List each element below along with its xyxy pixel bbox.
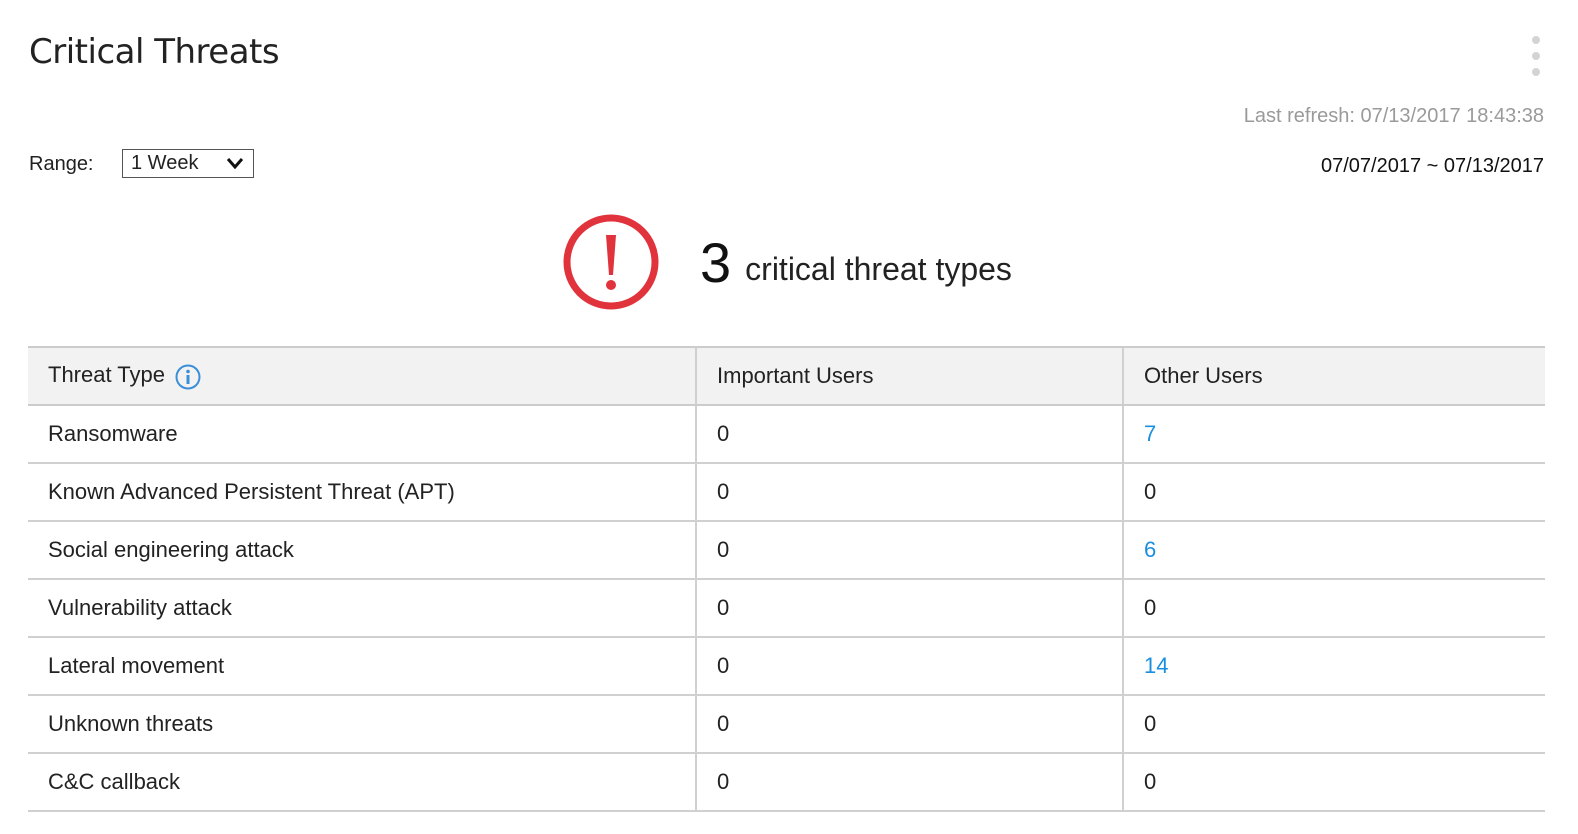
other-users-link[interactable]: 6 — [1122, 521, 1545, 580]
other-users-cell: 0 — [1122, 753, 1545, 812]
other-users-cell: 0 — [1122, 463, 1545, 522]
column-other-users: Other Users — [1122, 346, 1545, 406]
range-selected-value: 1 Week — [131, 152, 199, 174]
other-users-link[interactable]: 7 — [1122, 405, 1545, 464]
range-label: Range: — [29, 153, 94, 175]
column-label: Threat Type — [48, 362, 165, 388]
threat-type-cell: Unknown threats — [28, 695, 696, 754]
important-users-cell: 0 — [695, 521, 1123, 580]
table-row: C&C callback 0 0 — [28, 753, 1545, 812]
table-row: Lateral movement 0 14 — [28, 637, 1545, 696]
other-users-cell: 0 — [1122, 695, 1545, 754]
info-icon[interactable] — [175, 364, 201, 390]
column-important-users: Important Users — [695, 346, 1123, 406]
threat-summary: 3 critical threat types — [562, 213, 1012, 311]
important-users-cell: 0 — [695, 405, 1123, 464]
widget-title: Critical Threats — [29, 32, 280, 72]
table-row: Known Advanced Persistent Threat (APT) 0 0 — [28, 463, 1545, 522]
threat-type-cell: Lateral movement — [28, 637, 696, 696]
important-users-cell: 0 — [695, 637, 1123, 696]
table-row: Social engineering attack 0 6 — [28, 521, 1545, 580]
threat-count: 3 — [700, 230, 732, 294]
threat-type-cell: Social engineering attack — [28, 521, 696, 580]
threat-type-cell: Vulnerability attack — [28, 579, 696, 638]
important-users-cell: 0 — [695, 463, 1123, 522]
table-header-row: Threat Type Important Users Other Users — [28, 346, 1545, 406]
other-users-cell: 0 — [1122, 579, 1545, 638]
threat-type-cell: Known Advanced Persistent Threat (APT) — [28, 463, 696, 522]
last-refresh: Last refresh: 07/13/2017 18:43:38 — [1243, 105, 1544, 127]
range-select[interactable]: 1 Week — [122, 149, 254, 178]
kebab-menu-icon[interactable] — [1530, 36, 1542, 76]
threats-table: Threat Type Important Users Other Users … — [28, 346, 1545, 812]
table-row: Unknown threats 0 0 — [28, 695, 1545, 754]
chevron-down-icon — [226, 158, 244, 170]
date-range: 07/07/2017 ~ 07/13/2017 — [1321, 155, 1544, 177]
column-threat-type: Threat Type — [28, 346, 696, 406]
important-users-cell: 0 — [695, 753, 1123, 812]
table-row: Vulnerability attack 0 0 — [28, 579, 1545, 638]
threat-type-cell: Ransomware — [28, 405, 696, 464]
alert-circle-icon — [563, 214, 659, 310]
important-users-cell: 0 — [695, 695, 1123, 754]
other-users-link[interactable]: 14 — [1122, 637, 1545, 696]
table-row: Ransomware 0 7 — [28, 405, 1545, 464]
threat-count-label: critical threat types — [745, 250, 1012, 287]
threat-type-cell: C&C callback — [28, 753, 696, 812]
important-users-cell: 0 — [695, 579, 1123, 638]
